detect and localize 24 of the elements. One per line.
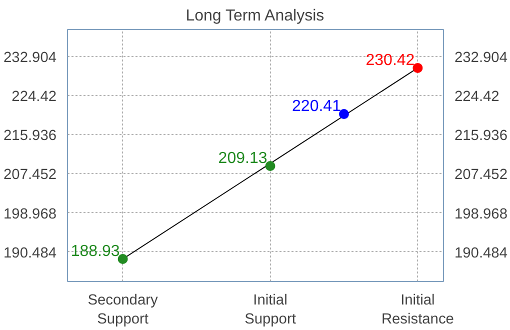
data-label: 188.93 <box>70 242 120 260</box>
data-label: 220.41 <box>292 98 342 116</box>
x-tick-label: Initial Resistance <box>381 292 454 328</box>
y-tick-label: 190.484 <box>4 245 57 262</box>
y-tick-label: 232.904 <box>4 50 57 66</box>
x-tick-label: Secondary Support <box>88 292 158 328</box>
y2-tick-label: 224.42 <box>454 89 500 106</box>
x-tick-label: Initial Support <box>244 292 296 328</box>
y2-tick-label: 215.936 <box>454 128 508 144</box>
y2-tick-label: 207.452 <box>454 167 508 184</box>
point <box>265 160 276 171</box>
y-tick-label: 198.968 <box>4 206 57 222</box>
y2-tick-label: 198.968 <box>454 206 508 222</box>
y-tick-label: 224.42 <box>12 89 56 106</box>
y-tick-label: 215.936 <box>4 128 57 144</box>
point <box>412 62 423 73</box>
point <box>338 109 349 120</box>
y2-tick-label: 232.904 <box>454 50 508 66</box>
data-label: 230.42 <box>366 52 415 69</box>
y2-tick-label: 190.484 <box>454 245 508 262</box>
chart-title: Long Term Analysis <box>186 8 324 24</box>
y-tick-label: 207.452 <box>4 167 57 184</box>
data-label: 209.13 <box>218 150 268 167</box>
point <box>118 254 128 264</box>
